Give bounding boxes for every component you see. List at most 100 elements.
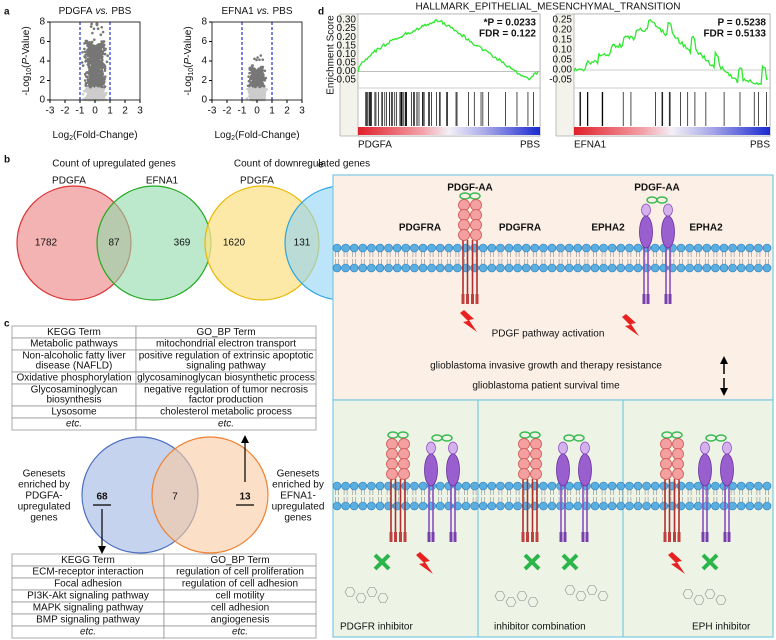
receptor-domain xyxy=(518,468,530,480)
table-header: GO_BP Term xyxy=(210,555,269,566)
volcano-point xyxy=(255,58,258,62)
y-tick-label: 6 xyxy=(201,36,207,47)
drug-ring xyxy=(586,585,598,595)
y-tick-label: 0.05 xyxy=(553,55,573,66)
drug-ring xyxy=(377,593,389,603)
lipid-head xyxy=(754,501,763,511)
table-text: factor production xyxy=(189,395,264,406)
lipid-head xyxy=(711,263,720,273)
table-text: biosynthesis xyxy=(46,395,101,406)
lipid-head xyxy=(590,501,600,511)
volcano-point xyxy=(93,64,97,68)
lipid-head xyxy=(478,481,488,491)
ligand xyxy=(656,196,668,204)
volcano-point xyxy=(94,67,98,70)
receptor-domain xyxy=(448,441,458,455)
volcano-point xyxy=(89,56,92,60)
volcano-point xyxy=(94,94,98,97)
volcano-point xyxy=(101,52,105,55)
volcano-point xyxy=(84,84,87,87)
x-tick-label: -3 xyxy=(208,106,217,117)
lipid-head xyxy=(410,243,419,253)
volcano-point xyxy=(258,72,262,76)
lipid-head xyxy=(496,501,505,511)
set-name: PDGFA xyxy=(52,176,86,187)
lipid-head xyxy=(478,501,488,511)
receptor-domain xyxy=(530,448,542,460)
lipid-head xyxy=(573,481,583,491)
volcano-point xyxy=(92,27,96,31)
volcano-point xyxy=(98,73,102,77)
geneset-label: Genesets xyxy=(277,469,320,480)
volcano-point xyxy=(87,96,90,100)
volcano-point xyxy=(99,49,102,52)
kinase-domain xyxy=(559,532,563,542)
lipid-head xyxy=(754,481,763,491)
volcano-point xyxy=(86,93,90,97)
ligand xyxy=(397,431,409,439)
volcano-point xyxy=(87,81,90,85)
y-tick-label: 8 xyxy=(39,17,45,28)
y-tick-label: 0.00 xyxy=(553,65,573,76)
x-tick-label: 1 xyxy=(107,106,113,117)
receptor-label: PDGFRA xyxy=(399,223,441,234)
kinase-domain xyxy=(585,532,589,542)
volcano-point xyxy=(81,92,85,96)
lipid-head xyxy=(693,243,703,253)
volcano-point xyxy=(103,75,107,78)
title-vs: vs. xyxy=(96,6,109,17)
table-text: cell motility xyxy=(216,591,265,602)
volcano-point xyxy=(95,49,98,53)
receptor-domain xyxy=(700,441,710,455)
volcano-point xyxy=(99,78,102,81)
volcano-point xyxy=(101,76,105,80)
table-text: etc. xyxy=(218,419,234,430)
lipid-head xyxy=(461,481,471,491)
drug-ring xyxy=(704,589,716,599)
lipid-head xyxy=(358,481,368,491)
drug-ring xyxy=(575,591,587,601)
ligand-label: PDGF-AA xyxy=(634,183,680,194)
x-axis-label: Log2(Fold-Change) xyxy=(214,130,299,142)
y-tick-label: 0.25 xyxy=(553,15,573,26)
drug-ring xyxy=(355,593,367,603)
lipid-head xyxy=(685,481,694,491)
lipid-head xyxy=(711,481,720,491)
volcano-point xyxy=(81,64,85,67)
volcano-point xyxy=(82,98,85,101)
volcano-point xyxy=(256,87,259,91)
volcano-point xyxy=(246,87,249,91)
receptor-domain xyxy=(398,458,410,470)
lipid-head xyxy=(625,243,634,253)
ligand xyxy=(529,431,541,439)
receptor-domain xyxy=(556,453,570,487)
volcano-point xyxy=(248,71,251,75)
ligand-label: PDGF-AA xyxy=(447,183,493,194)
receptor-domain xyxy=(672,448,684,460)
volcano-point xyxy=(258,58,261,62)
geneset-label: enriched by xyxy=(272,480,324,491)
receptor-domain xyxy=(426,441,436,455)
set-name: EFNA1 xyxy=(146,176,179,187)
lipid-head xyxy=(410,263,419,273)
venn-count: 1620 xyxy=(223,238,246,249)
venn-count: 131 xyxy=(294,238,311,249)
volcano-point xyxy=(90,22,93,26)
volcano-point xyxy=(81,51,84,54)
lipid-head xyxy=(435,263,445,273)
volcano-point xyxy=(93,44,96,48)
lipid-head xyxy=(513,501,522,511)
panel-label: b xyxy=(4,155,10,166)
plot-title: EFNA1 vs. PBS xyxy=(221,6,292,17)
x-tick-label: 1 xyxy=(269,106,275,117)
table-text: etc. xyxy=(66,419,82,430)
lipid-head xyxy=(564,243,574,253)
receptor-domain xyxy=(398,438,410,450)
volcano-point xyxy=(91,87,95,90)
volcano-point xyxy=(102,63,106,67)
lipid-head xyxy=(487,243,497,253)
volcano-point xyxy=(83,42,86,45)
volcano-point xyxy=(264,76,268,80)
volcano-point xyxy=(89,85,92,89)
lipid-head xyxy=(547,243,557,253)
